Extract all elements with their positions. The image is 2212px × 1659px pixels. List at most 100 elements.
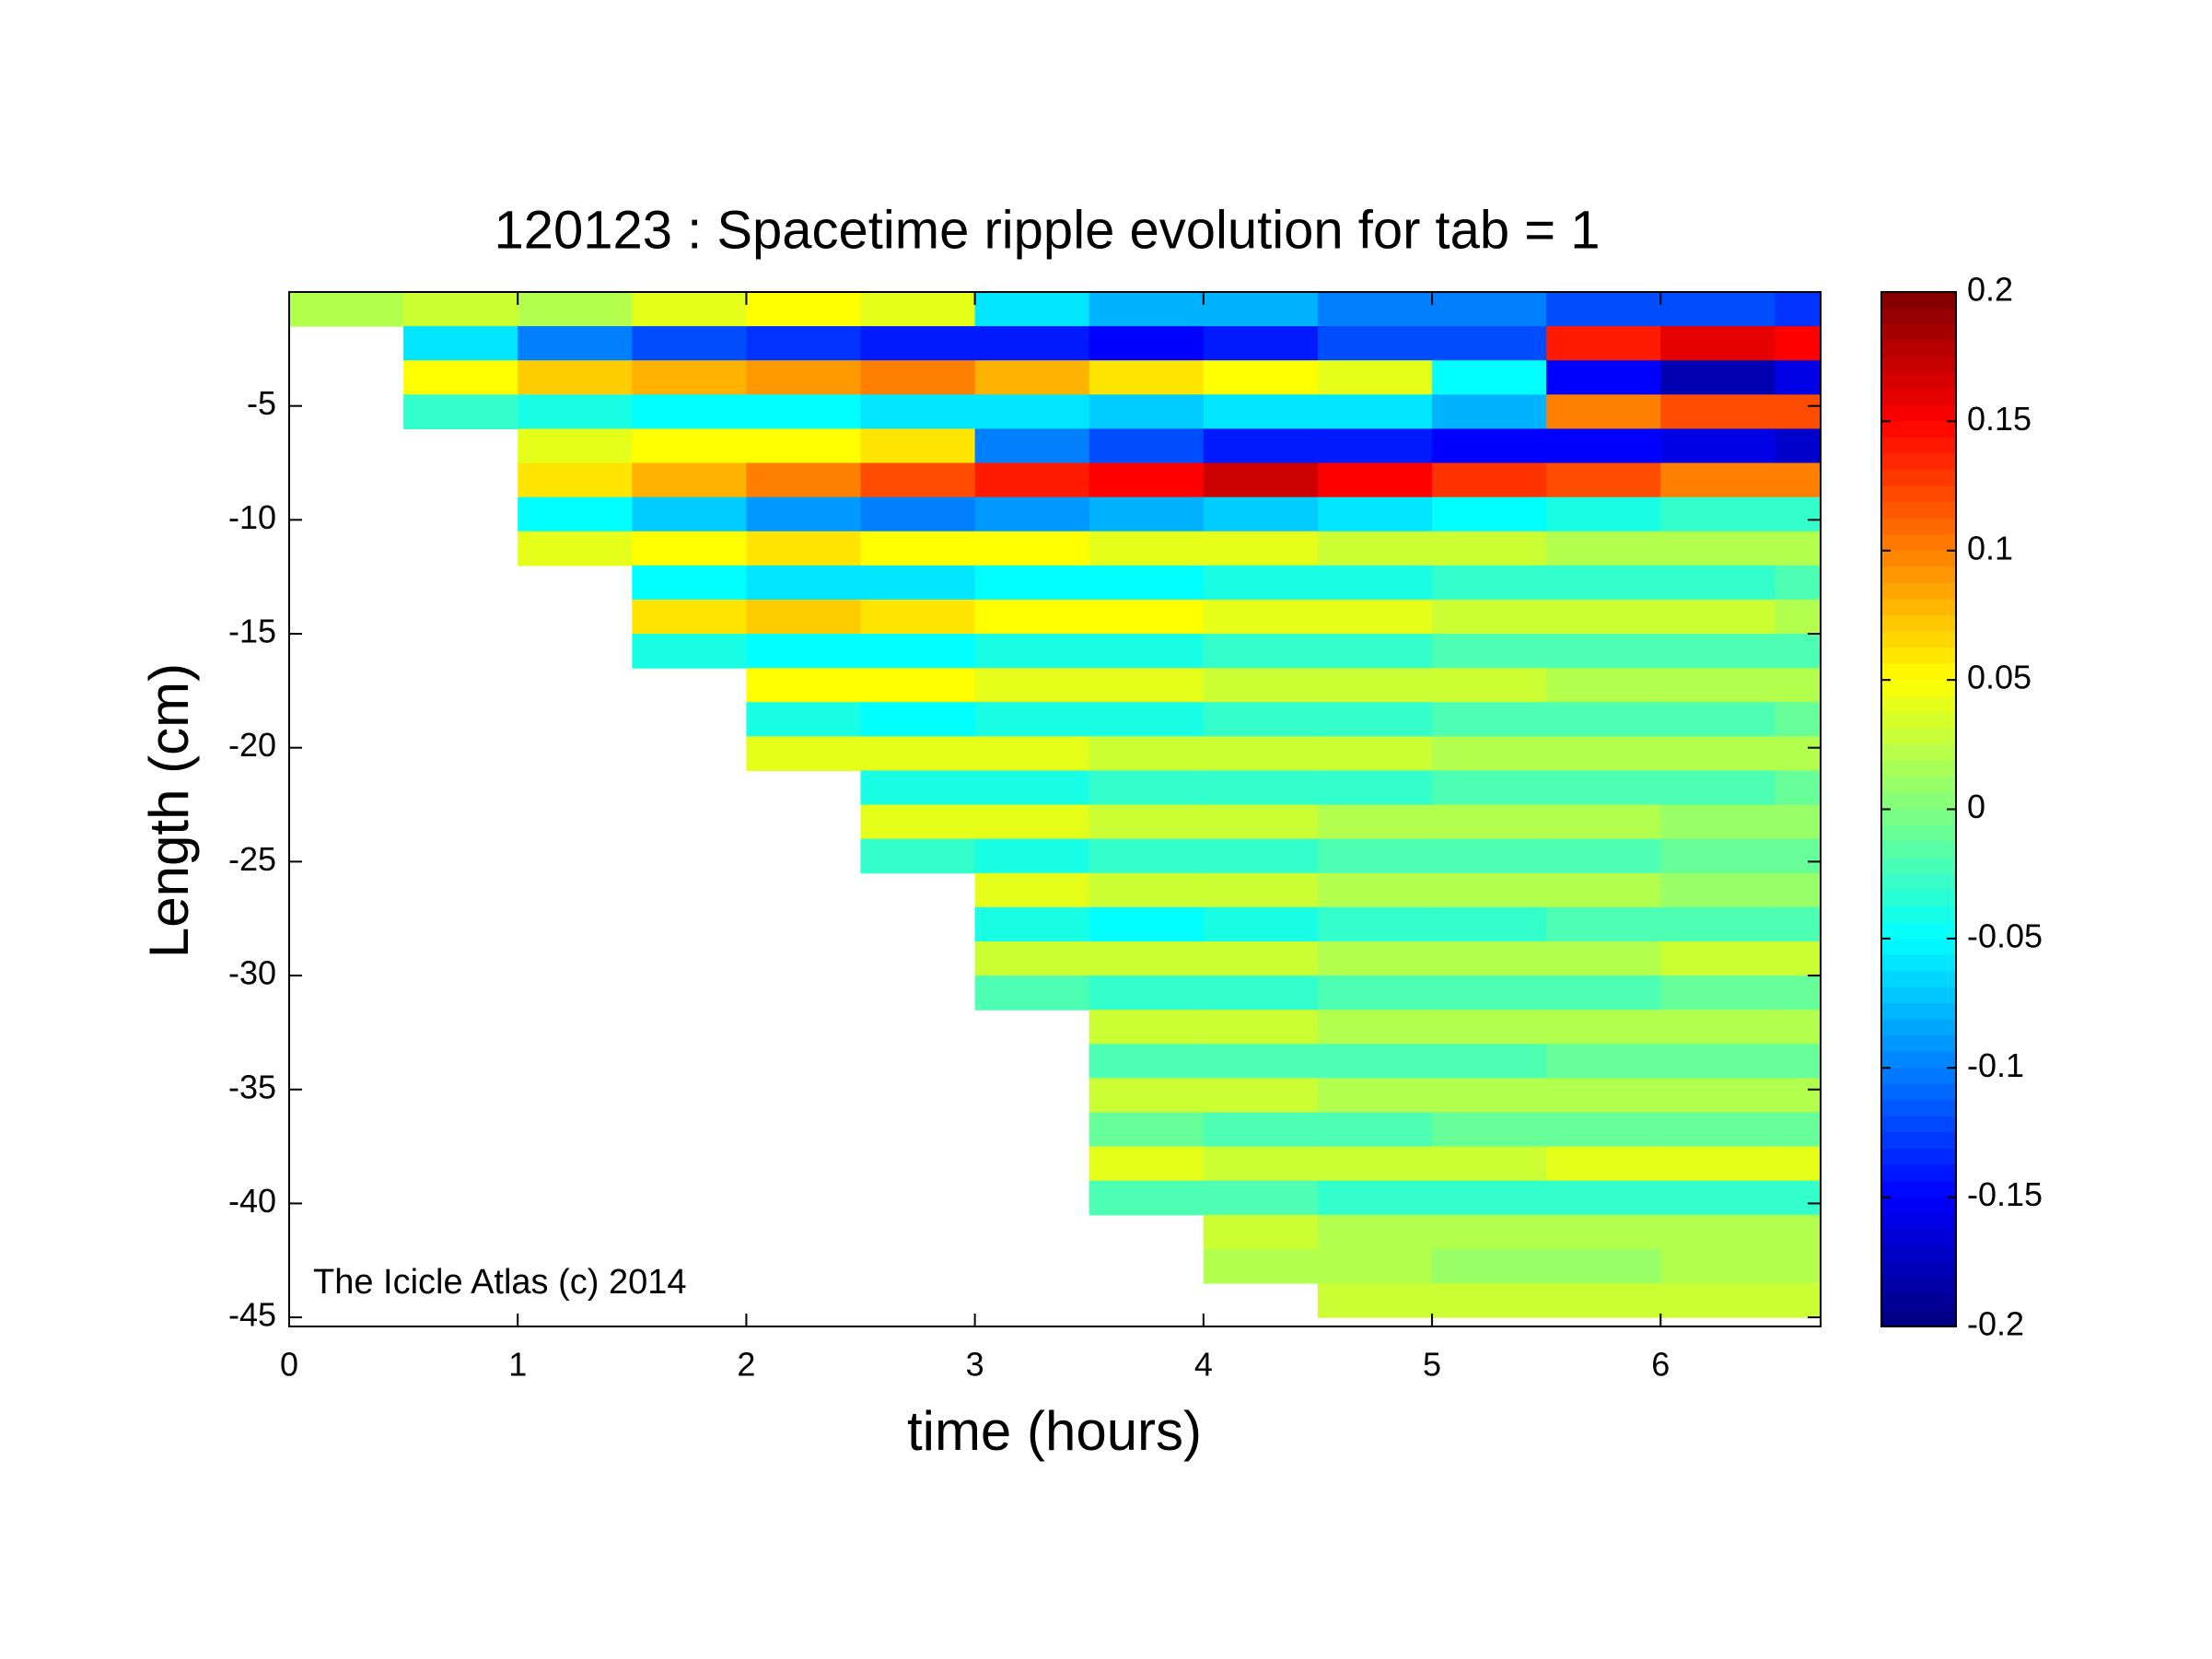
heatmap-cell: [632, 497, 748, 532]
colorbar-strip: [1881, 954, 1956, 972]
heatmap-cell: [746, 531, 862, 567]
colorbar-strip: [1881, 453, 1956, 471]
colorbar-strip: [1881, 1083, 1956, 1101]
heatmap-cell: [1203, 736, 1319, 772]
heatmap-cell: [974, 497, 1090, 532]
colorbar-strip: [1881, 502, 1956, 520]
heatmap-cell: [1775, 1283, 1821, 1318]
colorbar-strip: [1881, 1148, 1956, 1166]
heatmap-cell: [1317, 1214, 1433, 1250]
heatmap-cell: [518, 360, 633, 395]
heatmap-cell: [974, 531, 1090, 567]
heatmap-cell: [1546, 462, 1661, 498]
colorbar-strip: [1881, 614, 1956, 633]
heatmap-cell: [746, 668, 862, 703]
heatmap-cell: [1089, 565, 1205, 601]
heatmap-cell: [974, 428, 1090, 464]
heatmap-cell: [1432, 497, 1547, 532]
heatmap-cell: [403, 360, 518, 395]
heatmap-cell: [1546, 428, 1661, 464]
heatmap-cell: [1317, 531, 1433, 567]
heatmap-cell: [1775, 292, 1821, 327]
heatmap-cell: [1775, 736, 1821, 772]
heatmap-cell: [518, 497, 633, 532]
heatmap-cell: [1432, 634, 1547, 669]
heatmap-cell: [1775, 462, 1821, 498]
heatmap-cell: [746, 292, 862, 327]
heatmap-cell: [1203, 634, 1319, 669]
y-tick-label: -15: [228, 613, 276, 650]
heatmap-cell: [632, 599, 748, 635]
heatmap-cell: [1203, 1044, 1319, 1079]
y-tick-label: -45: [228, 1296, 276, 1334]
heatmap-cell: [1432, 1180, 1547, 1216]
colorbar-strip: [1881, 356, 1956, 374]
colorbar-strip: [1881, 550, 1956, 567]
heatmap-cell: [1660, 940, 1775, 976]
heatmap-cell: [1317, 428, 1433, 464]
colorbar-tick-label: 0.1: [1967, 529, 2013, 567]
heatmap-cell: [1089, 1112, 1205, 1148]
colorbar-strip: [1881, 695, 1956, 713]
heatmap-cell: [1660, 1180, 1775, 1216]
heatmap-cell: [1432, 702, 1547, 737]
heatmap-cell: [1660, 292, 1775, 327]
heatmap-cell: [1660, 976, 1775, 1011]
heatmap-cell: [974, 702, 1090, 737]
colorbar-strip: [1881, 1019, 1956, 1036]
heatmap-cell: [632, 462, 748, 498]
heatmap-cell: [1317, 1112, 1433, 1148]
chart-title: 120123 : Spacetime ripple evolution for …: [494, 200, 1600, 260]
colorbar-strip: [1881, 372, 1956, 390]
heatmap-cell: [1660, 1044, 1775, 1079]
colorbar-strip: [1881, 680, 1956, 697]
colorbar-strip: [1881, 1181, 1956, 1198]
heatmap-cell: [1203, 1112, 1319, 1148]
heatmap-cell: [1089, 906, 1205, 942]
heatmap-cell: [1432, 1078, 1547, 1114]
heatmap-cell: [1546, 394, 1661, 430]
heatmap-cell: [1432, 976, 1547, 1011]
colorbar-tick-label: -0.1: [1967, 1046, 2024, 1084]
colorbar-strip: [1881, 1035, 1956, 1053]
heatmap-cell: [1432, 360, 1547, 395]
heatmap: [289, 292, 1821, 1318]
heatmap-cell: [1775, 838, 1821, 874]
heatmap-cell: [1660, 428, 1775, 464]
heatmap-cell: [1089, 531, 1205, 567]
colorbar-strip: [1881, 1068, 1956, 1085]
heatmap-cell: [1432, 326, 1547, 361]
heatmap-cell: [1775, 394, 1821, 430]
x-tick-label: 4: [1194, 1346, 1213, 1384]
colorbar-tick-label: 0: [1967, 788, 1985, 825]
colorbar-strip: [1881, 1051, 1956, 1069]
heatmap-cell: [1089, 1044, 1205, 1079]
heatmap-cell: [1089, 394, 1205, 430]
colorbar-strip: [1881, 1164, 1956, 1182]
heatmap-cell: [746, 634, 862, 669]
heatmap-cell: [1317, 634, 1433, 669]
heatmap-cell: [860, 360, 976, 395]
heatmap-cell: [1775, 428, 1821, 464]
heatmap-cell: [1203, 1248, 1319, 1284]
colorbar-strip: [1881, 841, 1956, 859]
heatmap-cell: [1660, 497, 1775, 532]
x-tick-label: 2: [737, 1346, 755, 1384]
y-axis-label: Length (cm): [138, 663, 200, 958]
heatmap-cell: [1775, 634, 1821, 669]
heatmap-cell: [1775, 804, 1821, 840]
heatmap-cell: [1203, 1146, 1319, 1182]
heatmap-cell: [1203, 1078, 1319, 1114]
heatmap-cell: [860, 462, 976, 498]
colorbar-strip: [1881, 1197, 1956, 1214]
colorbar-strip: [1881, 567, 1956, 584]
heatmap-cell: [1317, 326, 1433, 361]
heatmap-cell: [860, 804, 976, 840]
heatmap-cell: [1432, 599, 1547, 635]
colorbar-strip: [1881, 858, 1956, 875]
heatmap-cell: [1203, 292, 1319, 327]
heatmap-cell: [1089, 599, 1205, 635]
colorbar-strip: [1881, 712, 1956, 730]
heatmap-cell: [1775, 976, 1821, 1011]
